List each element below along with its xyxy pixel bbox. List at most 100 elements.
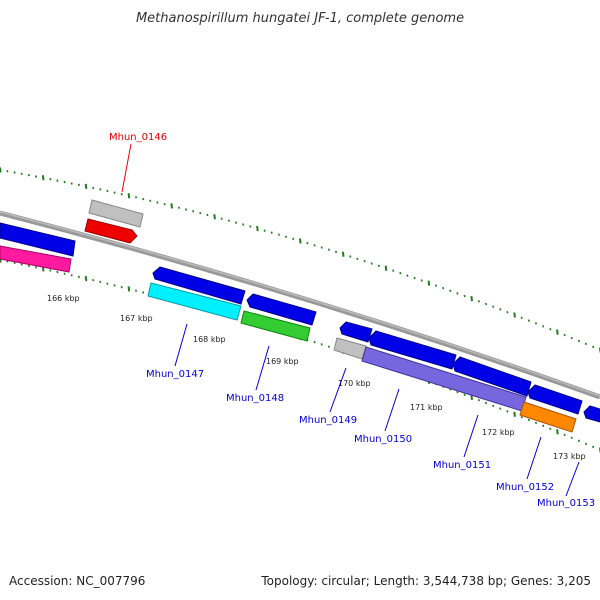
gene-label-mhun0149[interactable]: Mhun_0149 (299, 415, 357, 426)
tick-mark (84, 275, 88, 282)
outer-tick-ring (0, 167, 600, 353)
tick-mark (477, 398, 480, 402)
tick-mark (134, 289, 138, 292)
feature-mhun0149-grey[interactable] (333, 337, 367, 360)
tick-mark (463, 294, 466, 298)
tick-mark (263, 229, 266, 232)
tick-mark (327, 248, 330, 251)
kbp-label: 168 kbp (193, 335, 226, 344)
tick-mark (13, 261, 16, 265)
tick-mark (27, 264, 30, 268)
tick-mark (270, 231, 273, 234)
tick-mark (177, 206, 180, 209)
leader-line-mhun0153 (565, 461, 580, 497)
tick-mark (170, 203, 173, 209)
gene-label-mhun0148[interactable]: Mhun_0148 (226, 393, 284, 404)
feature-blue-above-0150[interactable] (368, 330, 457, 370)
tick-mark (470, 394, 473, 401)
tick-mark (192, 210, 195, 213)
tick-mark (527, 319, 530, 322)
tick-mark (556, 329, 559, 335)
leader-line-mhun0148 (255, 345, 270, 391)
tick-mark (570, 336, 573, 340)
gene-label-mhun0153[interactable]: Mhun_0153 (537, 498, 595, 509)
genome-backbone (0, 210, 600, 400)
tick-mark (41, 175, 45, 181)
tick-mark (134, 196, 138, 199)
tick-mark (456, 390, 459, 394)
feature-mhun0152-orange[interactable] (519, 401, 577, 433)
kbp-label: 166 kbp (47, 294, 80, 303)
tick-mark (70, 182, 73, 185)
tick-mark (99, 280, 102, 284)
tick-mark (334, 250, 338, 254)
tick-mark (499, 308, 502, 311)
tick-mark (563, 433, 566, 437)
leader-line-mhun0146 (121, 143, 132, 193)
feature-blue-above-0147[interactable] (152, 266, 246, 305)
gene-label-mhun0146[interactable]: Mhun_0146 (109, 132, 167, 143)
tick-mark (313, 340, 316, 344)
tick-mark (199, 211, 202, 215)
kbp-label: 167 kbp (120, 314, 153, 323)
tick-mark (284, 235, 288, 239)
kbp-label: 170 kbp (338, 379, 371, 388)
tick-mark (149, 199, 152, 203)
tick-mark (449, 289, 452, 293)
feature-mhun0147-cyan[interactable] (147, 282, 242, 321)
tick-mark (341, 251, 345, 257)
feature-mhun0148-green[interactable] (240, 310, 311, 342)
tick-mark (99, 188, 102, 191)
tick-mark (6, 169, 9, 173)
feature-blue-0153[interactable] (583, 405, 600, 423)
tick-mark (570, 436, 573, 440)
feature-track (0, 199, 600, 433)
gene-label-mhun0150[interactable]: Mhun_0150 (354, 434, 412, 445)
feature-blue-above-0151[interactable] (452, 356, 532, 397)
feature-arrow-left-blue[interactable] (0, 222, 76, 257)
tick-mark (142, 197, 145, 201)
tick-mark (49, 269, 52, 272)
tick-mark (563, 333, 566, 337)
accession-text: Accession: NC_007796 (9, 574, 145, 588)
tick-mark (377, 264, 380, 268)
leader-lines (121, 143, 580, 497)
tick-mark (427, 280, 431, 286)
tick-mark (363, 259, 366, 263)
leader-line-mhun0147 (174, 323, 188, 367)
tick-mark (434, 284, 438, 287)
gene-label-mhun0152[interactable]: Mhun_0152 (496, 482, 554, 493)
tick-mark (463, 393, 466, 397)
feature-blue-above-0152[interactable] (527, 384, 583, 415)
tick-mark (34, 266, 38, 269)
tick-mark (56, 270, 59, 274)
tick-mark (77, 275, 80, 279)
tick-mark (206, 213, 209, 217)
tick-mark (399, 271, 402, 275)
tick-mark (506, 410, 509, 413)
gene-label-mhun0147[interactable]: Mhun_0147 (146, 369, 204, 380)
gene-labels: Mhun_0146 Mhun_0147 Mhun_0148 Mhun_0149 … (109, 132, 595, 509)
tick-mark (13, 171, 16, 174)
tick-mark (392, 269, 395, 272)
feature-mhun0146-grey[interactable] (88, 199, 144, 228)
tick-mark (542, 325, 545, 328)
tick-mark (0, 167, 2, 173)
tick-mark (406, 274, 409, 277)
tick-mark (220, 217, 223, 220)
feature-arrow-left-magenta[interactable] (0, 245, 72, 273)
tick-mark (113, 284, 116, 287)
tick-mark (156, 201, 159, 204)
gene-label-mhun0151[interactable]: Mhun_0151 (433, 460, 491, 471)
tick-mark (484, 401, 488, 405)
tick-mark (142, 291, 145, 294)
tick-mark (299, 238, 302, 244)
tick-mark (234, 221, 238, 224)
tick-mark (163, 202, 166, 206)
feature-blue-above-0149[interactable] (339, 321, 373, 343)
feature-mhun0146-red[interactable] (84, 218, 138, 244)
feature-blue-above-0148[interactable] (246, 293, 317, 326)
tick-mark (592, 445, 595, 449)
tick-mark (20, 172, 23, 176)
